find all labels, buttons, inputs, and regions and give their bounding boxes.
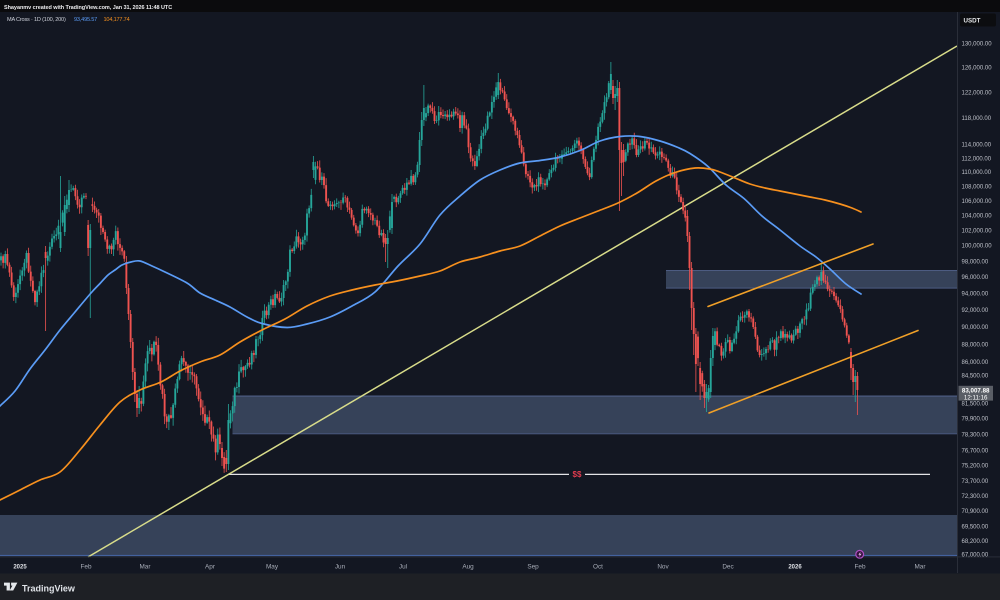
svg-text:106,000.00: 106,000.00 bbox=[962, 199, 993, 205]
svg-text:84,500.00: 84,500.00 bbox=[962, 374, 989, 380]
svg-text:83,007.88: 83,007.88 bbox=[962, 388, 990, 395]
svg-text:130,000.00: 130,000.00 bbox=[962, 41, 993, 47]
svg-text:86,000.00: 86,000.00 bbox=[962, 360, 989, 366]
svg-text:126,000.00: 126,000.00 bbox=[962, 66, 993, 72]
svg-text:108,000.00: 108,000.00 bbox=[962, 184, 993, 190]
svg-text:USDT: USDT bbox=[964, 18, 981, 25]
svg-text:May: May bbox=[266, 564, 279, 571]
svg-text:73,700.00: 73,700.00 bbox=[962, 479, 989, 485]
svg-text:70,900.00: 70,900.00 bbox=[962, 509, 989, 515]
svg-text:Jun: Jun bbox=[335, 564, 346, 571]
svg-text:67,000.00: 67,000.00 bbox=[962, 553, 989, 559]
svg-text:12:11:16: 12:11:16 bbox=[964, 395, 988, 402]
svg-text:Sep: Sep bbox=[527, 564, 539, 571]
svg-text:81,500.00: 81,500.00 bbox=[962, 402, 989, 408]
svg-text:90,000.00: 90,000.00 bbox=[962, 325, 989, 331]
svg-text:104,177.74: 104,177.74 bbox=[104, 17, 130, 23]
svg-text:98,000.00: 98,000.00 bbox=[962, 259, 989, 265]
svg-text:Feb: Feb bbox=[854, 564, 865, 571]
svg-text:Shayanmv created with TradingV: Shayanmv created with TradingView.com, J… bbox=[4, 5, 172, 11]
svg-text:MA Cross · 1D (100, 200): MA Cross · 1D (100, 200) bbox=[7, 17, 66, 23]
svg-text:102,000.00: 102,000.00 bbox=[962, 229, 993, 235]
svg-text:2025: 2025 bbox=[13, 565, 27, 571]
svg-text:114,000.00: 114,000.00 bbox=[962, 143, 992, 149]
svg-text:Mar: Mar bbox=[914, 564, 926, 571]
svg-text:TradingView: TradingView bbox=[22, 584, 76, 594]
svg-text:122,000.00: 122,000.00 bbox=[962, 90, 993, 96]
svg-text:68,200.00: 68,200.00 bbox=[962, 539, 989, 545]
svg-text:72,300.00: 72,300.00 bbox=[962, 494, 989, 500]
svg-text:Dec: Dec bbox=[722, 564, 734, 571]
svg-text:104,000.00: 104,000.00 bbox=[962, 214, 993, 220]
svg-text:92,000.00: 92,000.00 bbox=[962, 308, 989, 314]
svg-text:Apr: Apr bbox=[205, 564, 216, 571]
svg-text:Aug: Aug bbox=[462, 564, 474, 571]
svg-text:2026: 2026 bbox=[788, 565, 802, 571]
svg-text:Feb: Feb bbox=[80, 564, 91, 571]
svg-text:75,200.00: 75,200.00 bbox=[962, 464, 989, 470]
svg-text:$$: $$ bbox=[573, 470, 582, 479]
svg-text:69,500.00: 69,500.00 bbox=[962, 524, 989, 530]
svg-text:118,000.00: 118,000.00 bbox=[962, 116, 992, 122]
svg-text:110,000.00: 110,000.00 bbox=[962, 170, 992, 176]
svg-text:76,700.00: 76,700.00 bbox=[962, 448, 989, 454]
svg-text:94,000.00: 94,000.00 bbox=[962, 291, 989, 297]
svg-text:96,000.00: 96,000.00 bbox=[962, 275, 989, 281]
svg-text:112,000.00: 112,000.00 bbox=[962, 156, 992, 162]
svg-text:Jul: Jul bbox=[399, 564, 407, 571]
svg-text:78,300.00: 78,300.00 bbox=[962, 432, 989, 438]
svg-text:79,900.00: 79,900.00 bbox=[962, 417, 989, 423]
svg-text:Mar: Mar bbox=[139, 564, 151, 571]
svg-text:Nov: Nov bbox=[657, 564, 669, 571]
svg-text:Oct: Oct bbox=[593, 564, 603, 571]
svg-text:100,000.00: 100,000.00 bbox=[962, 244, 993, 250]
svg-text:88,000.00: 88,000.00 bbox=[962, 342, 989, 348]
svg-text:93,495.57: 93,495.57 bbox=[74, 17, 97, 23]
